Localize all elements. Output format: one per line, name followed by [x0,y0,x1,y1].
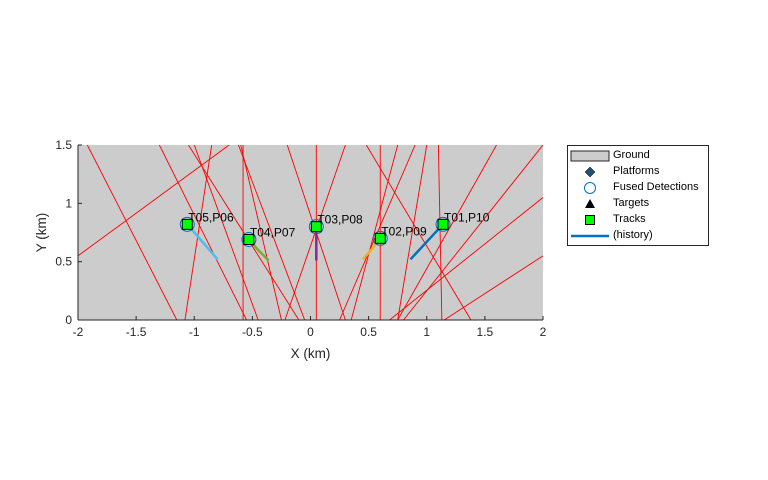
track-marker [181,218,193,230]
fused-detection-marker [435,216,451,232]
sensor-beam-line [193,145,259,320]
fused-detection-marker [372,230,388,246]
y-tick-label: 1 [65,196,72,210]
x-axis-label: X (km) [291,346,331,361]
legend-label-platforms: Platforms [613,165,660,177]
fused-detection-marker [179,216,195,232]
x-tick-label: -2 [73,325,84,339]
sensor-beam-line [339,145,416,320]
track-history-line [409,223,444,261]
line-icon [571,234,609,238]
track-label: T05,P06 [188,210,234,224]
x-tick-label: 1.5 [477,325,494,339]
legend-item-tracks: Tracks [568,212,708,228]
legend-label-ground: Ground [613,149,650,161]
sensor-beam-line [350,145,399,320]
legend-item-ground: Ground [568,148,708,164]
sensor-beam-line [437,145,443,320]
x-tick-label: -1 [189,325,200,339]
legend-item-targets: Targets [568,196,708,212]
track-label: T04,P07 [250,226,296,240]
track-marker [374,232,386,244]
track-history-line [186,223,219,261]
circle-icon [584,182,596,194]
sensor-beam-line [158,145,247,320]
sensor-beam-line [365,145,472,320]
sensor-beam-line [397,145,497,320]
y-tick-label: 0 [65,313,72,327]
legend: Ground Platforms Fused Detections Target… [567,145,709,246]
sensor-beam-line [188,145,300,320]
legend-label-fused-detections: Fused Detections [613,181,699,193]
track-marker [243,234,255,245]
track-label: T03,P08 [317,213,363,227]
legend-item-platforms: Platforms [568,164,708,180]
sensor-beam-line [397,145,428,320]
legend-label-targets: Targets [613,197,650,209]
x-tick-label: 0 [307,325,314,339]
legend-label-tracks: Tracks [613,213,646,225]
triangle-icon [585,199,595,208]
legend-item-history: (history) [568,228,708,244]
sensor-beam-line [86,145,178,320]
x-tick-label: -0.5 [242,325,263,339]
sensor-beam-line [443,255,543,320]
track-markers [179,216,451,247]
square-icon [585,215,595,225]
x-tick-label: 0.5 [360,325,377,339]
ground-patch-icon [570,150,610,162]
y-ticks: 0 0.5 1 1.5 [55,138,82,327]
y-axis-label: Y (km) [34,213,49,253]
sensor-beam-line [238,145,306,320]
fused-detection-marker [241,232,257,247]
x-ticks: -2 -1.5 -1 -0.5 0 0.5 1 1.5 2 [73,316,547,339]
legend-label-history: (history) [613,229,653,241]
sensor-beam-line [389,197,543,320]
sensor-beam-line [240,145,282,320]
track-marker [310,221,322,233]
x-tick-label: 2 [540,325,547,339]
y-tick-label: 0.5 [55,255,72,269]
y-tick-label: 1.5 [55,138,72,152]
sensor-beam-line [78,145,230,257]
track-label: T01,P10 [444,210,490,224]
x-tick-label: 1 [423,325,430,339]
track-labels: T01,P10 T02,P09 T03,P08 T04,P07 T05,P06 [188,210,489,239]
x-tick-label: -1.5 [126,325,147,339]
track-marker [437,218,449,230]
diamond-icon [584,166,596,178]
ground-area [78,145,543,320]
fused-detection-marker [308,219,324,235]
track-label: T02,P09 [381,224,427,238]
legend-item-fused-detections: Fused Detections [568,180,708,196]
